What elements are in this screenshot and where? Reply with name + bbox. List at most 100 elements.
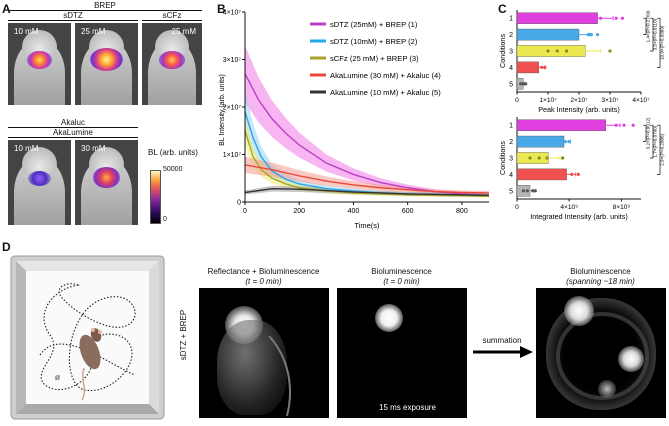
data-point: [525, 189, 530, 193]
panel-b-label: B: [217, 2, 226, 16]
category-label: 3: [509, 156, 513, 163]
category-label: 5: [509, 81, 513, 88]
significance-label: 3.2×(P=0.0012): [646, 117, 651, 149]
data-point: [570, 172, 574, 176]
x-tick-label: 400: [348, 208, 360, 215]
open-field-arena-illustration: @: [10, 255, 165, 420]
x-axis-label: Peak Intensity (arb. units): [538, 105, 620, 114]
scfz-subgroup-rule: [142, 20, 202, 21]
data-point: [620, 16, 625, 20]
x-tick-label: 0: [243, 208, 247, 215]
x-tick-label: 4×10⁷: [632, 97, 650, 104]
x-tick-label: 1×10⁷: [539, 97, 557, 104]
reflectance-bioluminescence-image: [199, 288, 329, 418]
data-point: [568, 33, 572, 37]
colorbar-min-label: 0: [163, 216, 167, 223]
y-axis-label: BL Intensity (arb. units): [219, 74, 226, 146]
data-point: [543, 65, 547, 69]
brep-group-rule: [8, 10, 202, 11]
data-point: [563, 140, 567, 144]
data-point: [533, 189, 537, 193]
data-point: [596, 33, 600, 37]
y-tick-label: 4×10⁷: [223, 10, 242, 17]
data-point: [614, 16, 618, 20]
series-error-band: [245, 156, 489, 195]
category-label: 4: [509, 65, 513, 72]
mouse-illustration: [79, 328, 102, 401]
significance-label: 2.9×(P=0.2886): [660, 133, 665, 165]
data-point: [545, 156, 549, 160]
data-point: [521, 189, 526, 193]
image-1-title: Reflectance + Bioluminescence: [207, 267, 320, 276]
series-line: [245, 187, 489, 197]
significance-bracket: [650, 17, 654, 52]
data-point: [528, 156, 532, 160]
image-label: 25 mM: [81, 27, 106, 36]
data-point: [546, 49, 550, 53]
data-point: [524, 82, 528, 86]
data-point: [527, 65, 532, 69]
panel-d-condition-label: sDTZ + BREP: [179, 309, 188, 361]
significance-bracket: [643, 17, 647, 35]
y-tick-label: 2×10⁷: [223, 105, 242, 112]
sdtz-subgroup-title: sDTZ: [63, 11, 83, 20]
data-point: [586, 33, 590, 37]
legend-label: sCFz (25 mM) + BREP (3): [330, 54, 419, 63]
y-axis-label: Conditions: [498, 34, 507, 68]
legend-label: AkaLumine (30 mM) + Akaluc (4): [330, 71, 441, 80]
mouse-image-sdtz-10mm: 10 mM: [8, 23, 71, 105]
summation-arrow: [473, 346, 533, 358]
y-tick-label: 3×10⁷: [223, 57, 242, 64]
panel-c-label: C: [498, 2, 507, 16]
brep-group-title: BREP: [94, 1, 116, 10]
y-tick-label: 0: [237, 200, 241, 207]
data-point: [550, 140, 554, 144]
significance-label: 3.5×(P=0.0110): [653, 18, 658, 50]
category-label: 2: [509, 32, 513, 39]
akaluc-group-rule: [8, 127, 138, 128]
category-label: 4: [509, 172, 513, 179]
svg-text:@: @: [54, 375, 61, 382]
x-tick-label: 0: [515, 204, 519, 211]
image-1-subtitle: (t = 0 min): [245, 277, 282, 286]
data-point: [554, 172, 558, 176]
image-label: 25 mM: [171, 27, 196, 36]
image-2-title: Bioluminescence: [371, 267, 432, 276]
x-tick-label: 600: [402, 208, 414, 215]
akalumine-subgroup-title: AkaLumine: [52, 128, 94, 137]
exposure-label: 15 ms exposure: [379, 403, 436, 412]
data-point: [589, 33, 594, 37]
significance-label: 1.4×(P=0.2709): [646, 10, 651, 42]
x-tick-label: 3×10⁷: [601, 97, 619, 104]
panel-b-line-chart: 0 1×10⁷ 2×10⁷ 3×10⁷ 4×10⁷ 0 200 400 600 800 sDTZ …: [219, 10, 489, 230]
data-point: [531, 189, 535, 193]
colorbar-max-label: 50000: [163, 166, 183, 173]
significance-label: 10.9×(P=0.0389): [660, 25, 665, 60]
series-error-band: [245, 45, 489, 197]
x-tick-label: 0: [515, 97, 519, 104]
panel-d-label: D: [2, 240, 11, 254]
x-tick-label: 2×10⁷: [570, 97, 588, 104]
significance-label: 1.7×(P=0.0700): [653, 125, 658, 157]
mouse-image-scfz-25mm: 25 mM: [142, 23, 202, 105]
data-point: [540, 65, 544, 69]
akalumine-subgroup-rule: [8, 137, 138, 138]
y-tick-label: 1×10⁷: [223, 152, 242, 159]
category-label: 2: [509, 139, 513, 146]
series-line: [245, 164, 489, 194]
akaluc-group-title: Akaluc: [60, 118, 85, 127]
image-3-title: Bioluminescence: [570, 267, 631, 276]
panel-c-bar-charts: 1 2 3 4 5 0 1×10⁷ 2×10⁷ 3×10⁷ 4×10⁷ Peak Intensity…: [498, 10, 665, 221]
data-point: [614, 123, 618, 127]
image-3-subtitle: (spanning ~18 min): [566, 277, 635, 286]
legend-label: AkaLumine (10 mM) + Akaluc (5): [330, 88, 441, 97]
data-point: [535, 65, 539, 69]
x-axis-label: Time(s): [354, 221, 380, 230]
category-label: 1: [509, 16, 513, 23]
x-tick-label: 200: [293, 208, 305, 215]
data-point: [576, 172, 580, 176]
data-point: [537, 156, 541, 160]
image-label: 10 mM: [14, 27, 39, 36]
x-axis-label: Integrated Intensity (arb. units): [530, 212, 627, 221]
image-label: 10 mM: [14, 144, 39, 153]
